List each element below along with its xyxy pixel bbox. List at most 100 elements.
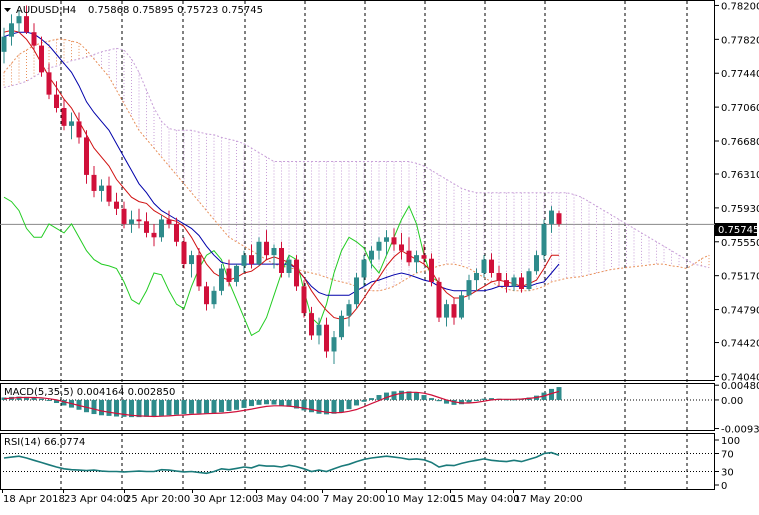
candle-body (534, 255, 539, 271)
candle-body (467, 280, 472, 295)
macd-histogram-bar (429, 398, 434, 400)
price-tick-label: 0.75550 (721, 238, 759, 249)
rsi-tick-label: 100 (721, 436, 740, 447)
candle-body (197, 255, 202, 286)
macd-histogram-bar (249, 400, 254, 406)
time-tick-label: 3 May 04:00 (257, 494, 319, 505)
candle (324, 318, 329, 358)
symbol-title: AUDUSD,H4 (16, 5, 76, 16)
current-price-label: 0.75745 (718, 225, 759, 236)
macd-histogram-bar (377, 395, 382, 400)
macd-histogram-bar (197, 400, 202, 413)
price-tick-label: 0.76680 (721, 137, 759, 148)
macd-histogram-bar (47, 400, 52, 401)
candle-body (354, 277, 359, 304)
candle (542, 219, 547, 259)
candle-body (114, 202, 119, 209)
macd-title: MACD(5,35,5) 0.004164 0.002850 (4, 387, 175, 398)
candle (204, 282, 209, 311)
candle (182, 237, 187, 268)
candle (114, 193, 119, 215)
candle (2, 28, 7, 64)
candle-body (482, 260, 487, 273)
candle-body (9, 23, 14, 36)
candle (84, 130, 89, 184)
candle-body (92, 175, 97, 191)
candle-body (347, 304, 352, 316)
candle (332, 331, 337, 364)
candle-body (227, 269, 232, 282)
macd-histogram-bar (219, 400, 224, 412)
candle-body (392, 237, 397, 244)
candle (167, 211, 172, 229)
candle (279, 242, 284, 278)
candle (257, 237, 262, 266)
macd-histogram-bar (474, 400, 479, 401)
macd-histogram-bar (144, 400, 149, 417)
macd-histogram-bar (227, 400, 232, 411)
candle-body (332, 337, 337, 351)
rsi-tick-label: 30 (721, 468, 734, 479)
macd-histogram-bar (242, 400, 247, 408)
rsi-tick-label: 70 (721, 450, 734, 461)
candle-body (459, 295, 464, 317)
rsi-title: RSI(14) 66.0774 (4, 437, 85, 448)
candle-body (54, 95, 59, 108)
candle-body (302, 286, 307, 313)
candle-body (69, 121, 74, 125)
candle-body (219, 269, 224, 291)
candle-body (264, 242, 269, 255)
macd-histogram-bar (422, 395, 427, 400)
candle (347, 300, 352, 327)
candle (47, 63, 52, 99)
collapse-triangle-icon[interactable] (4, 8, 11, 12)
candle-body (204, 286, 209, 304)
macd-histogram-bar (257, 400, 262, 405)
candle (302, 280, 307, 317)
time-tick-label: 17 May 20:00 (514, 494, 583, 505)
candle (392, 228, 397, 250)
macd-histogram-bar (152, 400, 157, 417)
candle (534, 251, 539, 275)
candle (429, 253, 434, 286)
candle-body (309, 313, 314, 335)
macd-histogram-bar (84, 400, 89, 412)
candle-body (272, 248, 277, 255)
candle (444, 300, 449, 327)
candle-body (339, 316, 344, 337)
candle-body (17, 16, 22, 23)
candle (339, 310, 344, 339)
macd-histogram-bar (107, 400, 112, 416)
macd-histogram-bar (272, 400, 277, 405)
candle (497, 266, 502, 287)
candle (489, 253, 494, 277)
candle-body (399, 244, 404, 250)
macd-histogram-bar (99, 400, 104, 415)
candle-body (32, 32, 37, 45)
candle (32, 23, 37, 50)
candle-body (557, 213, 562, 224)
rsi-indicator (0, 453, 715, 474)
candle (482, 255, 487, 277)
macd-tick-label: 0.004807 (721, 381, 759, 392)
macd-histogram-bar (354, 400, 359, 406)
candle (62, 99, 67, 130)
candle-body (324, 325, 329, 352)
candle-body (452, 304, 457, 317)
candle (189, 251, 194, 278)
macd-histogram-bar (339, 400, 344, 412)
candle-body (422, 255, 427, 259)
time-tick-label: 30 Apr 12:00 (193, 494, 258, 505)
candle (242, 251, 247, 273)
price-tick-label: 0.78200 (721, 1, 759, 12)
price-tick-label: 0.77820 (721, 35, 759, 46)
candle (369, 246, 374, 268)
candle (414, 251, 419, 273)
candle (107, 177, 112, 206)
candle-body (39, 46, 44, 73)
time-tick-label: 18 Apr 2018 (3, 494, 65, 505)
price-tick-label: 0.74420 (721, 339, 759, 350)
candle-body (542, 224, 547, 255)
candle (549, 206, 554, 233)
